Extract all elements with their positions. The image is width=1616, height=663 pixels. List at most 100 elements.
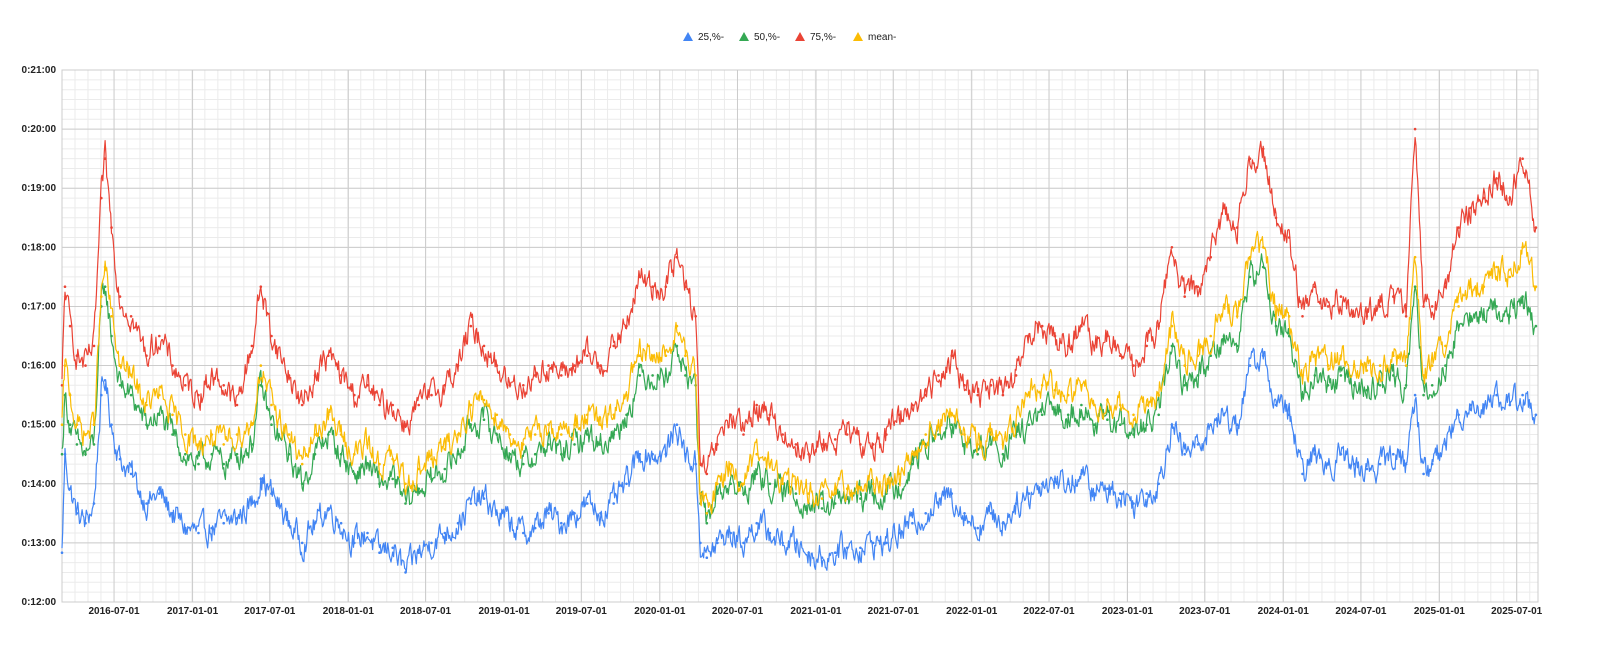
- data-point: [547, 364, 550, 367]
- data-point: [1365, 315, 1369, 318]
- data-point: [1183, 295, 1186, 298]
- data-point: [1118, 403, 1122, 407]
- data-point: [1352, 462, 1356, 466]
- data-point: [129, 315, 133, 318]
- x-tick-label: 2019-01-01: [478, 606, 530, 617]
- data-point: [1430, 305, 1434, 308]
- x-tick-label: 2021-01-01: [790, 606, 842, 617]
- data-point: [92, 443, 96, 446]
- x-tick-label: 2017-01-01: [167, 606, 219, 617]
- data-point: [391, 546, 395, 550]
- data-point: [1157, 413, 1160, 417]
- data-point: [768, 531, 772, 535]
- data-point: [1392, 354, 1395, 358]
- legend-item[interactable]: 50,%-: [739, 32, 780, 43]
- data-point: [158, 413, 161, 417]
- legend-triangle-icon: [683, 32, 693, 41]
- legend[interactable]: 25,%- 50,%- 75,%- mean-: [683, 32, 896, 43]
- data-point: [469, 324, 473, 328]
- data-point: [184, 433, 187, 436]
- data-point: [684, 452, 687, 456]
- data-point: [586, 433, 589, 436]
- data-point: [313, 374, 317, 377]
- data-point: [781, 482, 784, 486]
- data-point: [118, 295, 122, 298]
- data-point: [1118, 492, 1122, 495]
- data-point: [327, 354, 330, 358]
- series-lines: [60, 127, 1538, 574]
- data-point: [781, 492, 784, 495]
- data-point: [1066, 482, 1070, 486]
- data-point: [1413, 285, 1417, 289]
- data-point: [482, 398, 486, 402]
- data-point: [560, 433, 563, 436]
- data-point: [1339, 374, 1343, 377]
- data-point: [1066, 393, 1070, 397]
- x-tick-label: 2022-01-01: [946, 606, 998, 617]
- data-point: [250, 423, 254, 427]
- data-point: [937, 423, 940, 427]
- data-point: [1430, 384, 1434, 387]
- data-point: [84, 364, 87, 367]
- data-point: [1196, 374, 1200, 377]
- data-point: [963, 433, 966, 436]
- data-point: [1404, 462, 1408, 466]
- data-point: [430, 541, 433, 545]
- legend-label: 50,%-: [754, 32, 780, 43]
- y-tick-label: 0:12:00: [22, 597, 57, 608]
- data-point: [103, 265, 107, 269]
- data-point: [313, 452, 317, 456]
- data-point: [313, 521, 317, 525]
- legend-triangle-icon: [853, 32, 863, 41]
- data-point: [63, 452, 67, 456]
- data-point: [68, 324, 72, 328]
- data-point: [100, 196, 103, 200]
- data-point: [871, 482, 875, 486]
- data-point: [833, 438, 837, 441]
- data-point: [1404, 315, 1408, 318]
- data-point: [1301, 374, 1304, 377]
- legend-item[interactable]: 25,%-: [683, 32, 724, 43]
- legend-item[interactable]: mean-: [853, 32, 896, 43]
- data-point: [1365, 388, 1369, 392]
- data-point: [1274, 216, 1278, 220]
- data-point: [651, 285, 654, 289]
- data-point: [250, 344, 254, 348]
- data-point: [885, 541, 888, 545]
- data-point: [638, 354, 642, 358]
- data-point: [625, 393, 628, 397]
- data-point: [1495, 265, 1498, 269]
- data-point: [1209, 334, 1212, 338]
- data-point: [129, 393, 133, 397]
- legend-label: 25,%-: [698, 32, 724, 43]
- data-point: [1404, 364, 1408, 367]
- data-point: [1482, 315, 1486, 318]
- data-point: [1313, 452, 1317, 456]
- legend-item[interactable]: 75,%-: [795, 32, 836, 43]
- data-point: [92, 502, 96, 505]
- data-point: [1457, 324, 1460, 328]
- data-point: [963, 384, 966, 387]
- data-point: [63, 364, 67, 367]
- data-point: [1261, 246, 1265, 249]
- data-point: [560, 521, 563, 525]
- data-point: [1339, 354, 1343, 358]
- data-point: [699, 462, 702, 466]
- data-point: [171, 413, 174, 417]
- data-point: [482, 418, 486, 422]
- data-point: [1469, 315, 1472, 318]
- data-point: [625, 413, 628, 417]
- data-point: [300, 541, 304, 545]
- data-point: [871, 492, 875, 495]
- data-point: [976, 526, 979, 530]
- series-line: [61, 347, 1537, 573]
- x-tick-label: 2023-07-01: [1179, 606, 1231, 617]
- data-point: [768, 413, 772, 417]
- data-point: [989, 512, 993, 515]
- data-point: [1457, 226, 1460, 229]
- data-point: [1444, 443, 1447, 446]
- data-point: [742, 492, 745, 495]
- data-point: [1092, 492, 1096, 495]
- data-point: [1457, 413, 1460, 417]
- data-point: [651, 452, 654, 456]
